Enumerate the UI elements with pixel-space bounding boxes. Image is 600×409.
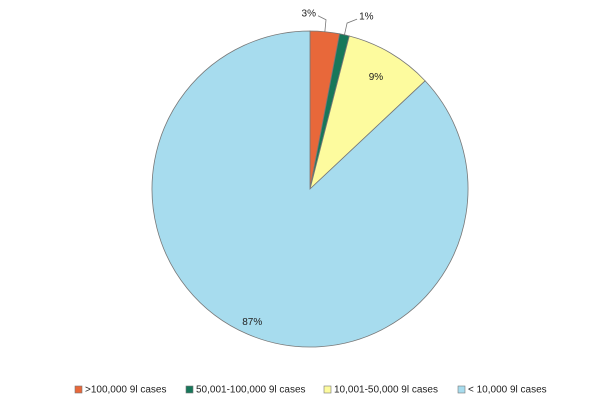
legend-label: 50,001-100,000 9l cases (196, 385, 306, 396)
legend-label: < 10,000 9l cases (468, 385, 547, 396)
data-label: 1% (359, 12, 374, 23)
pie-slice (309, 35, 426, 191)
legend-swatch (74, 385, 83, 394)
legend-label: 10,001-50,000 9l cases (334, 385, 438, 396)
legend-label: >100,000 9l cases (85, 385, 166, 396)
leader-line (344, 18, 358, 35)
data-label: 9% (369, 72, 384, 83)
legend-swatch (185, 385, 194, 394)
legend-swatch (323, 385, 332, 394)
data-label: 3% (302, 8, 317, 19)
leader-line (317, 15, 327, 32)
legend-swatch (457, 385, 466, 394)
pie-slice (151, 30, 469, 348)
data-label: 87% (242, 317, 262, 328)
